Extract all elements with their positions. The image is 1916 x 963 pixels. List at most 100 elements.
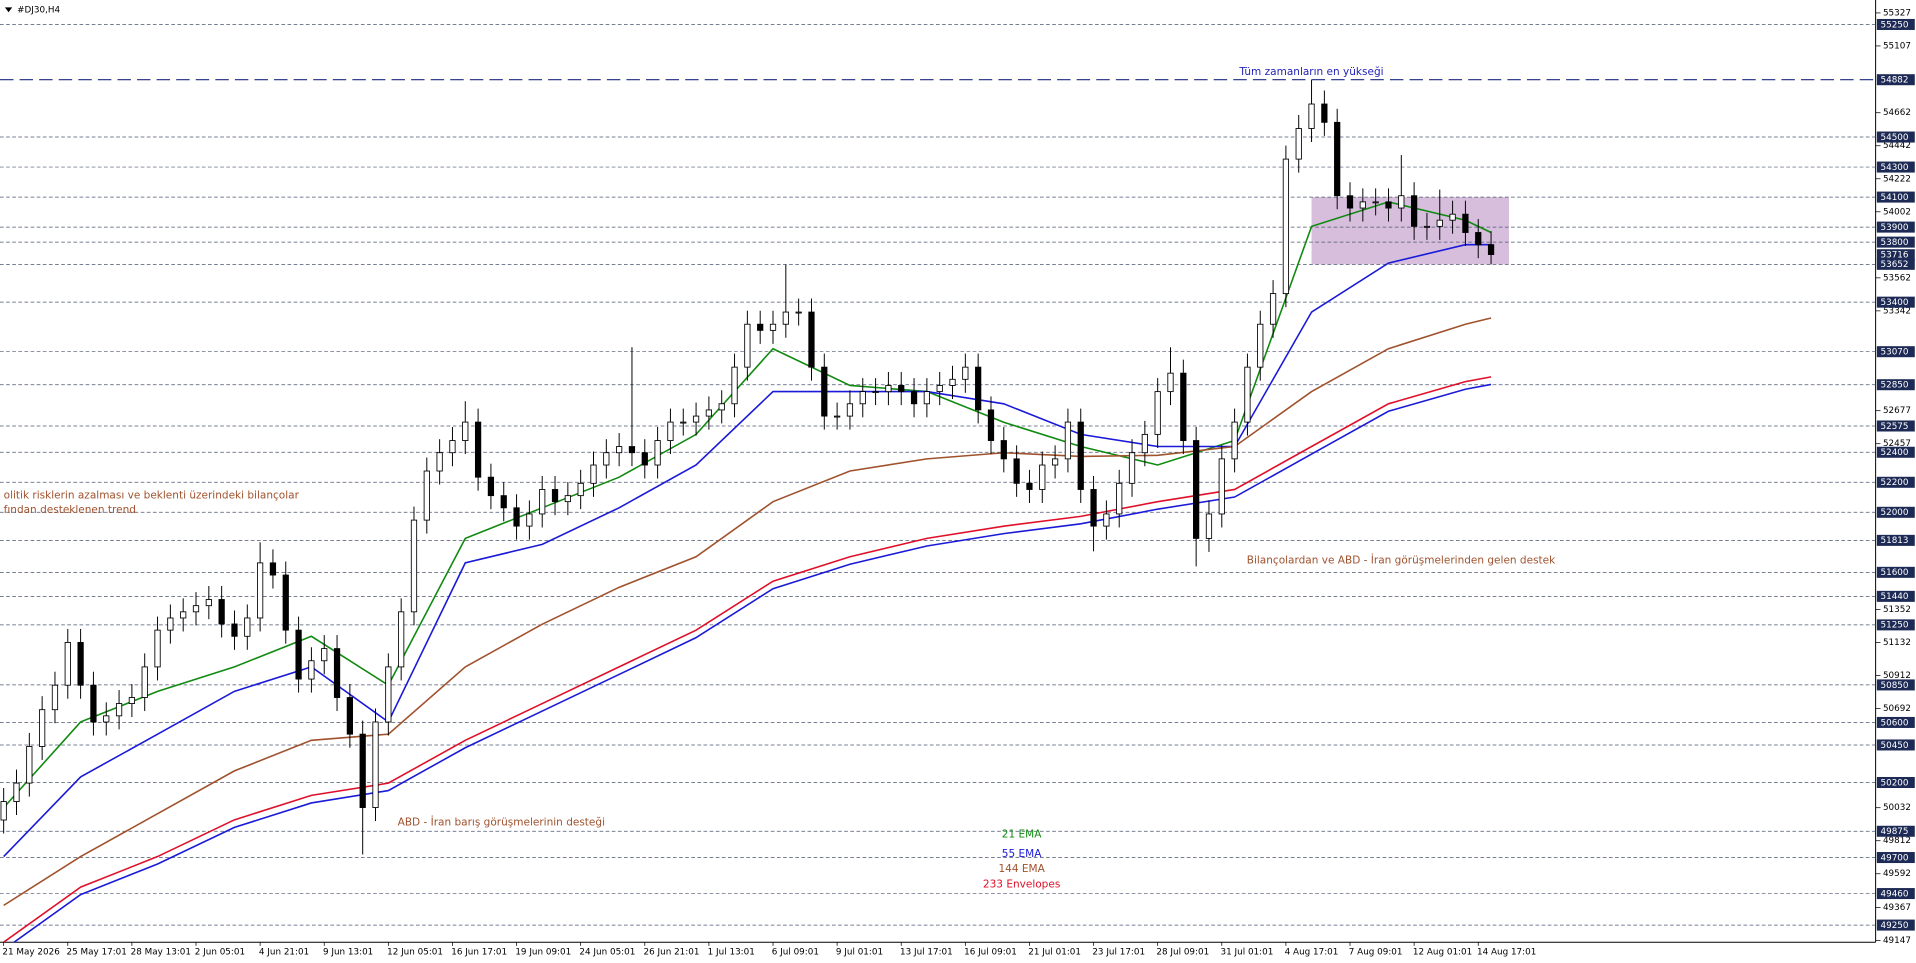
x-tick-label: 16 Jun 17:01 <box>451 947 507 957</box>
price-label: 53716 <box>1881 251 1909 261</box>
candle-body <box>398 611 405 668</box>
x-tick-label: 6 Jul 09:01 <box>772 947 819 957</box>
candle-body <box>192 605 200 613</box>
candle-body <box>487 476 495 497</box>
price-label-box <box>1876 221 1915 233</box>
price-label: 50600 <box>1881 718 1909 728</box>
price-label: 53900 <box>1881 223 1909 233</box>
price-label: 50850 <box>1881 681 1909 691</box>
y-tick-label: 54442 <box>1883 141 1911 151</box>
candle-body <box>641 452 648 466</box>
candle-body <box>731 366 738 405</box>
x-tick-label: 21 May 2026 <box>2 947 60 957</box>
candle-body <box>1077 421 1084 490</box>
candle-body <box>975 366 982 411</box>
candle-body <box>1205 513 1213 539</box>
candle-body <box>680 421 687 424</box>
legend-entry: 55 EMA <box>1002 848 1042 860</box>
candle-body <box>180 611 187 619</box>
menu-arrow[interactable] <box>4 7 13 13</box>
candle-body <box>590 464 597 484</box>
candle-body <box>436 452 443 472</box>
candle-body <box>898 385 905 393</box>
candle-body <box>244 617 251 637</box>
annotation: Tüm zamanların en yükseği <box>1238 66 1383 78</box>
price-label-box <box>1876 476 1915 488</box>
candle-body <box>282 574 289 631</box>
price-label: 50200 <box>1881 778 1909 788</box>
price-label-box <box>1876 131 1915 143</box>
y-tick-label: 49812 <box>1883 836 1911 846</box>
candle-body <box>526 513 533 527</box>
candle-body <box>769 323 777 331</box>
candle-body <box>51 684 59 711</box>
price-label-box <box>1876 534 1915 546</box>
price-label-box <box>1876 346 1915 358</box>
candle-body <box>1269 293 1277 325</box>
ema-line <box>3 317 1492 907</box>
candle-body <box>1013 458 1020 484</box>
price-label: 53800 <box>1881 238 1909 248</box>
candle-body <box>77 642 84 686</box>
candle-body <box>1321 103 1328 123</box>
y-tick-label: 52677 <box>1883 406 1911 416</box>
x-tick-label: 25 May 17:01 <box>67 947 127 957</box>
price-label: 51250 <box>1881 621 1909 631</box>
price-label-box <box>1876 825 1915 837</box>
x-tick-label: 2 Jun 05:01 <box>195 947 245 957</box>
candle-body <box>13 782 20 802</box>
range-zone <box>1311 197 1510 265</box>
price-label: 52850 <box>1881 381 1909 391</box>
price-label-box <box>1876 679 1915 691</box>
candle-body <box>1475 232 1482 246</box>
candle-body <box>1039 464 1046 490</box>
candle-body <box>667 421 674 441</box>
x-tick-label: 26 Jun 21:01 <box>644 947 700 957</box>
x-tick-label: 12 Jun 05:01 <box>387 947 443 957</box>
price-label-box <box>1876 852 1915 864</box>
price-label-box <box>1876 776 1915 788</box>
candle-body <box>115 703 123 717</box>
x-tick-label: 1 Jul 13:01 <box>708 947 755 957</box>
candle-body <box>551 489 559 503</box>
annotation: Bilançolardan ve ABD - İran görüşmelerin… <box>1247 553 1556 566</box>
price-label: 54500 <box>1881 133 1909 143</box>
x-tick-label: 12 Aug 01:01 <box>1413 947 1472 957</box>
y-tick-label: 55327 <box>1883 8 1911 18</box>
candle-body <box>462 421 469 441</box>
candle-body <box>705 409 713 417</box>
price-label: 52000 <box>1881 508 1909 518</box>
y-tick-label: 50032 <box>1883 803 1911 813</box>
x-tick-label: 21 Jul 01:01 <box>1028 947 1081 957</box>
candle-body <box>1180 372 1187 441</box>
price-label-box <box>1876 446 1915 458</box>
symbol-label: #DJ30,H4 <box>17 5 60 15</box>
candle-body <box>1116 482 1123 515</box>
plot-area <box>0 24 1876 943</box>
price-label: 52400 <box>1881 448 1909 458</box>
price-label: 54100 <box>1881 193 1909 203</box>
legend-entry: 233 Envelopes <box>983 879 1060 891</box>
candle-body <box>1000 440 1007 460</box>
candle-body <box>1090 489 1097 527</box>
price-label-box <box>1876 379 1915 391</box>
x-tick-label: 14 Aug 17:01 <box>1477 947 1536 957</box>
candle-body <box>385 666 392 723</box>
candle-body <box>1449 213 1456 221</box>
candle-body <box>167 617 174 631</box>
candle-body <box>923 391 930 405</box>
candle-body <box>372 721 379 808</box>
price-label-box <box>1876 919 1915 931</box>
candle-body <box>1295 128 1302 160</box>
price-label-box <box>1876 18 1915 30</box>
candle-body <box>1308 103 1315 129</box>
candle-body <box>808 311 815 368</box>
candle-body <box>859 391 866 405</box>
x-tick-label: 4 Jun 21:01 <box>259 947 309 957</box>
price-label: 52200 <box>1881 478 1909 488</box>
y-tick-label: 54662 <box>1883 108 1911 118</box>
candle-body <box>0 801 7 821</box>
price-label-box <box>1876 236 1915 248</box>
annotation: ABD - İran barış görüşmelerinin desteği <box>398 815 605 828</box>
